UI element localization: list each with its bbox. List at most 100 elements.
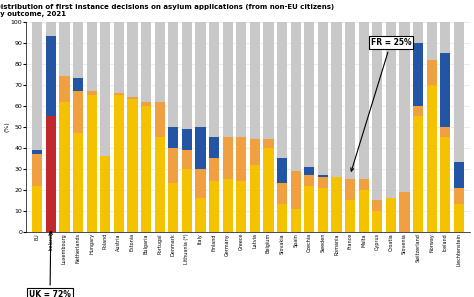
Bar — [386, 22, 396, 198]
Bar — [73, 91, 83, 133]
Bar — [141, 102, 151, 106]
Bar — [223, 22, 233, 137]
Bar — [372, 22, 383, 200]
Bar — [100, 22, 110, 156]
Bar — [87, 95, 97, 232]
Bar — [291, 208, 301, 232]
Bar — [264, 139, 273, 148]
Bar — [236, 181, 246, 232]
Bar — [318, 22, 328, 175]
Bar — [155, 22, 165, 102]
Bar — [440, 53, 450, 127]
Bar — [209, 137, 219, 158]
Bar — [32, 154, 42, 186]
Bar — [236, 137, 246, 181]
Bar — [454, 22, 464, 162]
Bar — [440, 127, 450, 137]
Bar — [114, 22, 124, 93]
Bar — [291, 22, 301, 171]
Bar — [386, 198, 396, 232]
Text: UK = 72%: UK = 72% — [29, 232, 71, 297]
Bar — [440, 137, 450, 232]
Bar — [73, 78, 83, 91]
Bar — [277, 184, 287, 204]
Bar — [209, 22, 219, 137]
Bar — [141, 106, 151, 232]
Bar — [400, 192, 410, 232]
Bar — [345, 22, 355, 179]
Bar — [427, 22, 437, 59]
Bar — [304, 167, 314, 175]
Bar — [182, 150, 192, 169]
Bar — [454, 204, 464, 232]
Bar — [59, 76, 70, 102]
Bar — [318, 188, 328, 232]
Bar — [87, 91, 97, 95]
Bar — [413, 22, 423, 43]
Bar — [32, 150, 42, 154]
Bar — [128, 97, 137, 99]
Bar — [454, 162, 464, 188]
Bar — [114, 95, 124, 232]
Bar — [46, 22, 56, 37]
Bar — [168, 184, 178, 232]
Bar — [168, 22, 178, 127]
Bar — [100, 156, 110, 232]
Bar — [277, 22, 287, 158]
Bar — [318, 177, 328, 188]
Bar — [318, 175, 328, 177]
Bar — [372, 200, 383, 211]
Bar — [128, 99, 137, 232]
Bar — [454, 188, 464, 204]
Bar — [413, 43, 423, 106]
Bar — [291, 171, 301, 208]
Bar — [304, 175, 314, 186]
Bar — [223, 179, 233, 232]
Bar — [250, 139, 260, 165]
Bar — [46, 37, 56, 116]
Bar — [73, 133, 83, 232]
Bar — [59, 22, 70, 76]
Bar — [223, 137, 233, 179]
Bar — [264, 148, 273, 232]
Bar — [359, 22, 369, 179]
Bar — [236, 22, 246, 137]
Bar — [359, 179, 369, 190]
Bar — [195, 127, 206, 169]
Bar — [304, 22, 314, 167]
Bar — [372, 211, 383, 232]
Bar — [413, 106, 423, 116]
Bar — [32, 22, 42, 150]
Bar — [427, 59, 437, 85]
Bar — [195, 169, 206, 198]
Bar — [168, 127, 178, 148]
Bar — [141, 22, 151, 102]
Y-axis label: (%): (%) — [4, 121, 9, 132]
Bar — [182, 169, 192, 232]
Bar — [250, 165, 260, 232]
Bar — [345, 179, 355, 200]
Bar — [345, 200, 355, 232]
Bar — [277, 204, 287, 232]
Bar — [250, 22, 260, 139]
Bar — [195, 22, 206, 127]
Bar — [182, 22, 192, 129]
Bar — [73, 22, 83, 78]
Bar — [128, 22, 137, 97]
Bar — [46, 116, 56, 232]
Bar — [182, 129, 192, 150]
Bar — [168, 148, 178, 184]
Bar — [32, 186, 42, 232]
Bar — [264, 22, 273, 139]
Bar — [155, 102, 165, 137]
Text: FR = 25%: FR = 25% — [351, 38, 411, 171]
Bar — [59, 102, 70, 232]
Bar — [87, 22, 97, 91]
Bar — [413, 116, 423, 232]
Bar — [400, 22, 410, 192]
Bar — [155, 137, 165, 232]
Text: Distribution of first instance decisions on asylum applications (from non-EU cit: Distribution of first instance decisions… — [0, 4, 335, 17]
Bar — [331, 22, 342, 177]
Bar — [427, 85, 437, 232]
Bar — [440, 22, 450, 53]
